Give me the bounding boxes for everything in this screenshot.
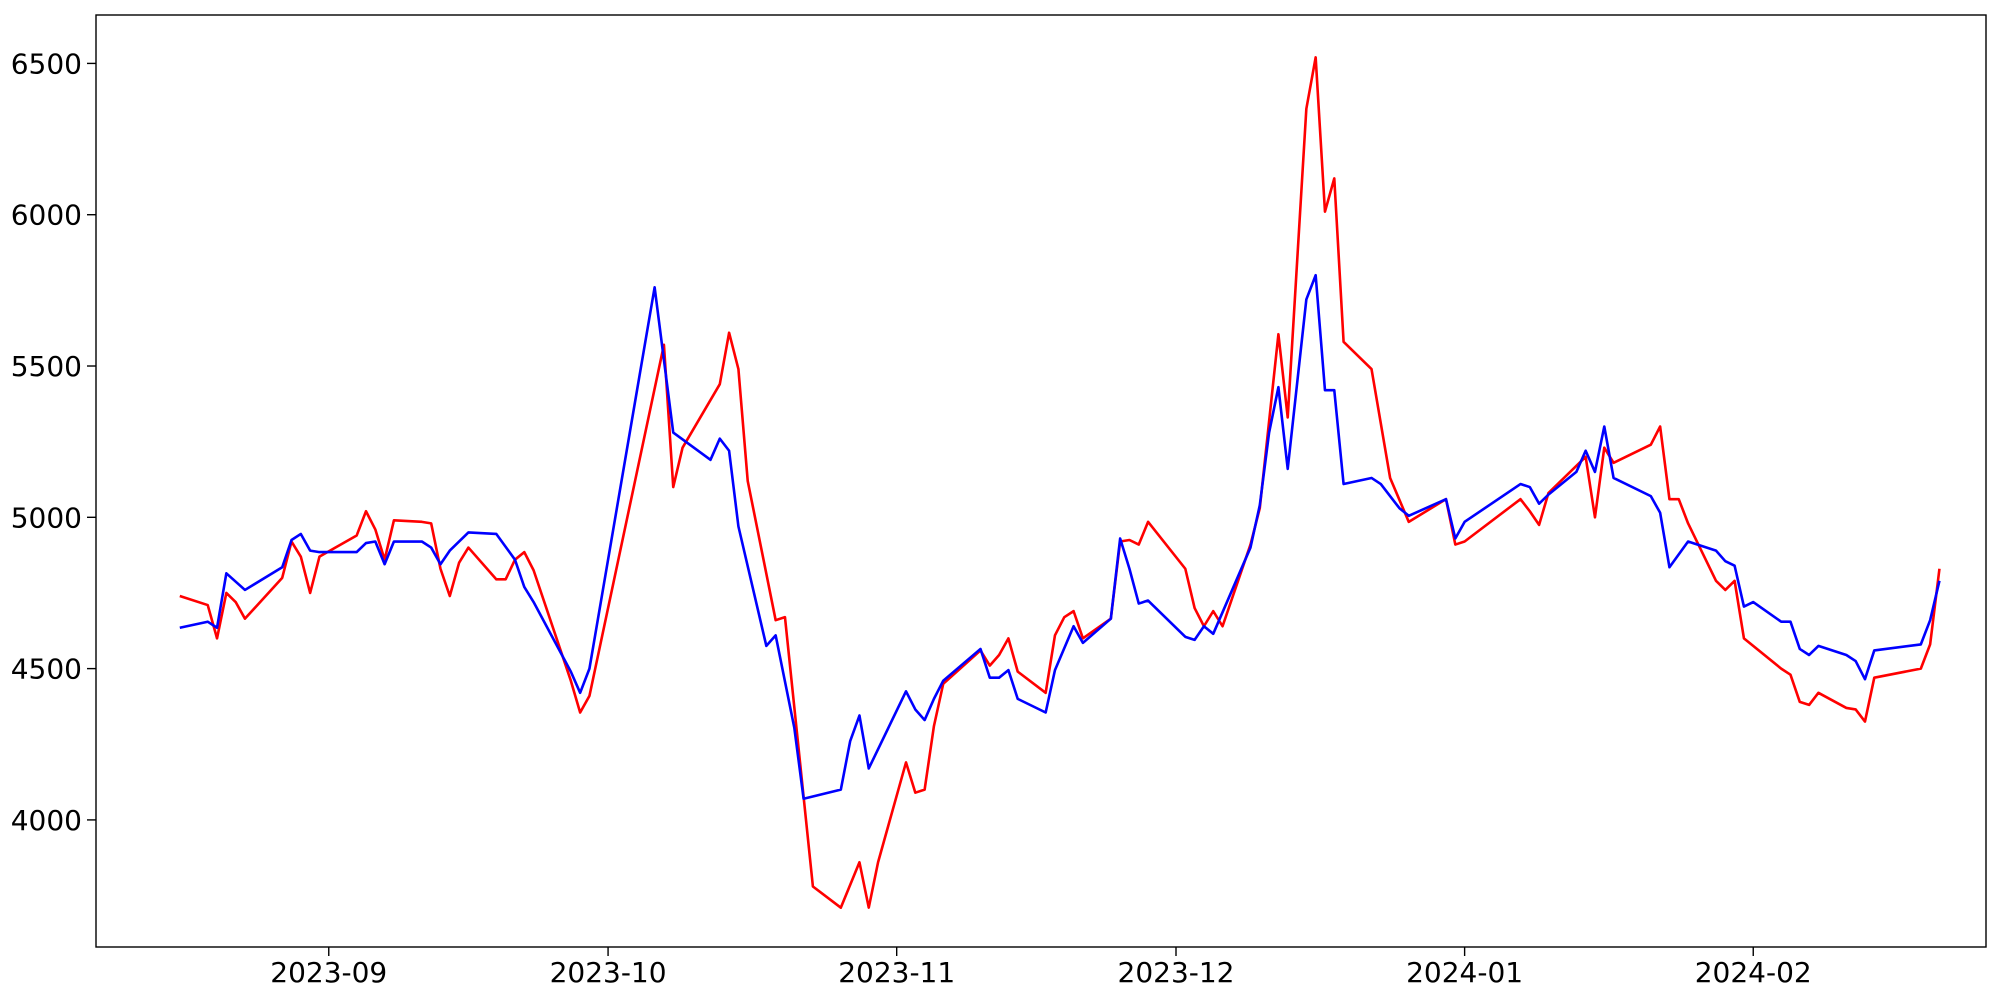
series-layer <box>179 56 1941 909</box>
x-tick-label: 2023-10 <box>550 956 667 989</box>
series-line-2 <box>179 273 1941 801</box>
plot-frame <box>95 14 1987 948</box>
y-axis: 4000 4500 5000 5500 6000 6500 <box>11 47 96 837</box>
y-tick-label: 5000 <box>11 501 82 534</box>
x-axis: 2023-09 2023-10 2023-11 2023-12 2024-01 2024-… <box>270 947 1812 989</box>
series-line-1 <box>179 56 1941 909</box>
x-tick-label: 2023-12 <box>1118 956 1235 989</box>
y-tick-label: 4000 <box>11 804 82 837</box>
x-tick-label: 2024-01 <box>1406 956 1523 989</box>
y-tick-label: 4500 <box>11 653 82 686</box>
x-tick-label: 2023-11 <box>838 956 955 989</box>
y-tick-label: 6500 <box>11 47 82 80</box>
y-tick-label: 6000 <box>11 199 82 232</box>
y-tick-label: 5500 <box>11 350 82 383</box>
x-tick-label: 2023-09 <box>270 956 387 989</box>
x-tick-label: 2024-02 <box>1695 956 1812 989</box>
